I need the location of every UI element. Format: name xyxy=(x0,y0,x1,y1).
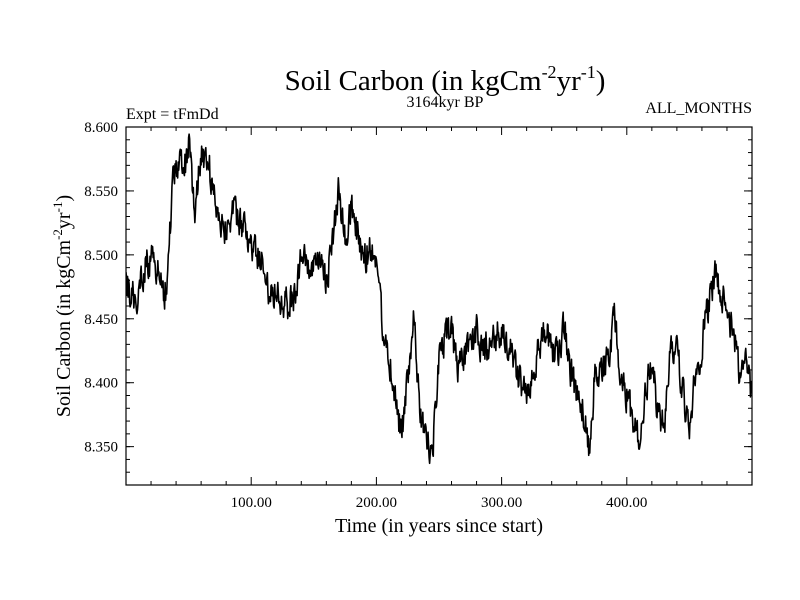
y-tick-label: 8.350 xyxy=(84,440,118,456)
x-axis-label: Time (in years since start) xyxy=(335,515,543,537)
experiment-label: Expt = tFmDd xyxy=(126,106,219,123)
x-tick-label: 400.00 xyxy=(606,495,647,511)
y-tick-label: 8.550 xyxy=(84,184,118,200)
y-axis-label: Soil Carbon (in kgCm-2yr-1) xyxy=(50,195,75,417)
x-tick-label: 200.00 xyxy=(356,495,397,511)
x-axis: 100.00 200.00 300.00 400.00 xyxy=(150,127,728,511)
chart-title: Soil Carbon (in kgCm-2yr-1) xyxy=(285,62,606,97)
y-axis: 8.350 8.400 8.450 8.500 8.550 8.600 xyxy=(84,120,752,486)
y-tick-label: 8.500 xyxy=(84,248,118,264)
plot-frame xyxy=(125,126,753,486)
months-label: ALL_MONTHS xyxy=(645,100,752,117)
chart-subtitle: 3164kyr BP xyxy=(407,94,484,111)
y-tick-label: 8.600 xyxy=(84,120,118,136)
y-tick-label: 8.400 xyxy=(84,376,118,392)
x-tick-label: 300.00 xyxy=(481,495,522,511)
series-line-soil-carbon xyxy=(126,133,752,465)
y-tick-label: 8.450 xyxy=(84,312,118,328)
x-tick-label: 100.00 xyxy=(231,495,272,511)
